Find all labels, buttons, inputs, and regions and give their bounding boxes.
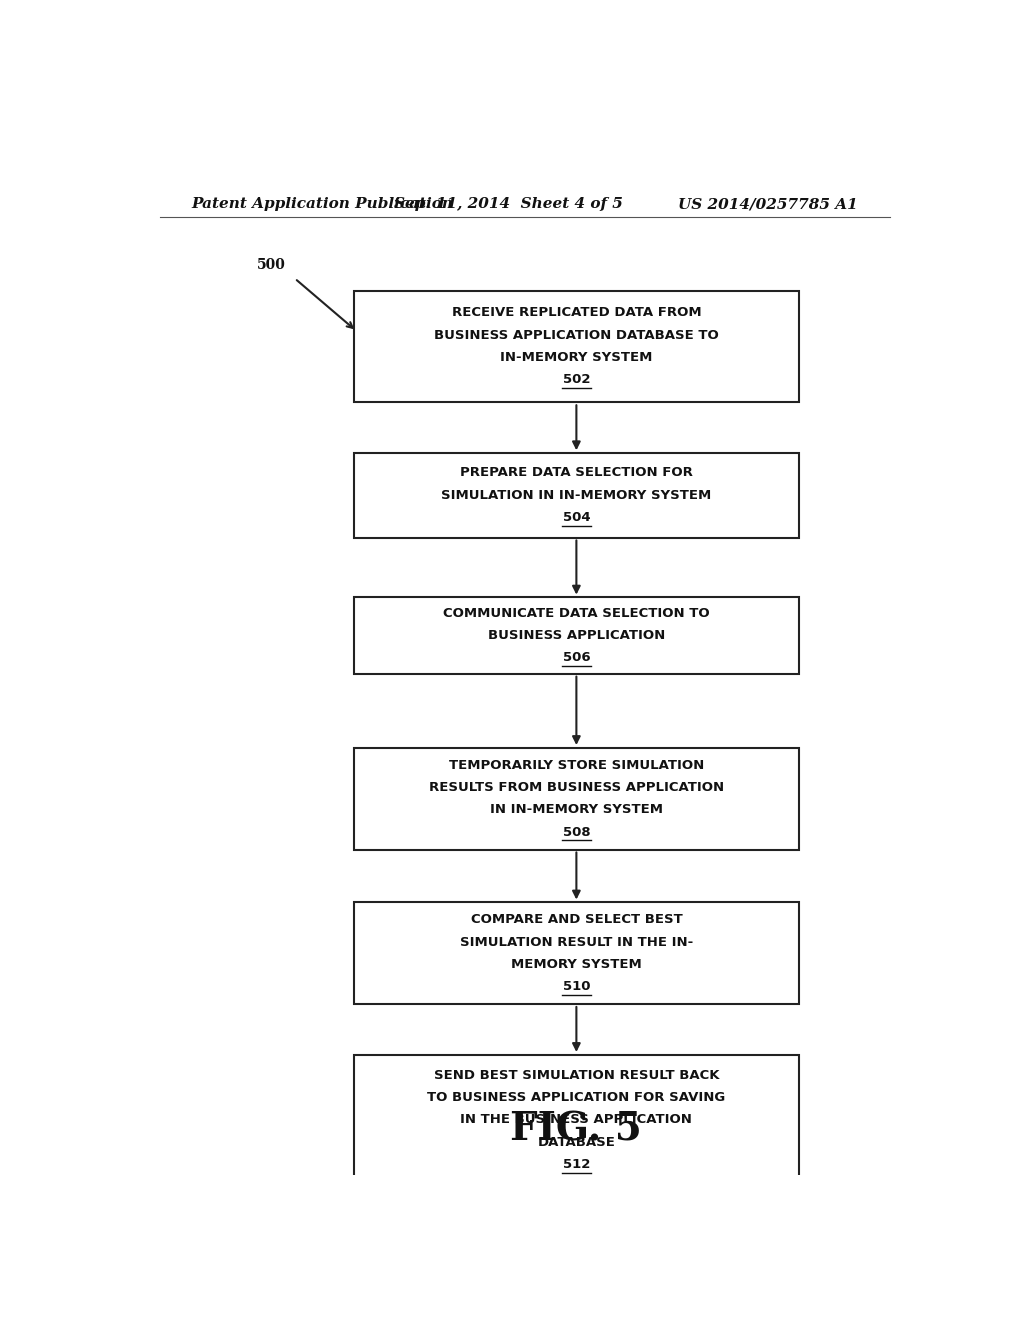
Text: IN-MEMORY SYSTEM: IN-MEMORY SYSTEM [500,351,652,364]
Text: RESULTS FROM BUSINESS APPLICATION: RESULTS FROM BUSINESS APPLICATION [429,781,724,795]
Text: COMMUNICATE DATA SELECTION TO: COMMUNICATE DATA SELECTION TO [443,607,710,619]
Text: SEND BEST SIMULATION RESULT BACK: SEND BEST SIMULATION RESULT BACK [433,1069,719,1081]
Text: 510: 510 [562,981,590,993]
Text: SIMULATION RESULT IN THE IN-: SIMULATION RESULT IN THE IN- [460,936,693,949]
Text: MEMORY SYSTEM: MEMORY SYSTEM [511,958,642,972]
Text: FIG. 5: FIG. 5 [510,1110,642,1148]
Text: TO BUSINESS APPLICATION FOR SAVING: TO BUSINESS APPLICATION FOR SAVING [427,1092,726,1104]
Text: IN THE BUSINESS APPLICATION: IN THE BUSINESS APPLICATION [461,1113,692,1126]
Bar [354,748,799,850]
Text: RECEIVE REPLICATED DATA FROM: RECEIVE REPLICATED DATA FROM [452,306,701,319]
Text: 512: 512 [563,1158,590,1171]
Bar [354,598,799,673]
Text: DATABASE: DATABASE [538,1135,615,1148]
Text: TEMPORARILY STORE SIMULATION: TEMPORARILY STORE SIMULATION [449,759,705,772]
Text: BUSINESS APPLICATION: BUSINESS APPLICATION [487,630,665,642]
Text: IN IN-MEMORY SYSTEM: IN IN-MEMORY SYSTEM [489,804,663,816]
Bar [354,290,799,403]
Text: COMPARE AND SELECT BEST: COMPARE AND SELECT BEST [470,913,682,927]
Text: 504: 504 [562,511,590,524]
Text: 506: 506 [562,652,590,664]
Text: SIMULATION IN IN-MEMORY SYSTEM: SIMULATION IN IN-MEMORY SYSTEM [441,488,712,502]
Text: 508: 508 [562,826,590,838]
Bar [354,1055,799,1185]
Bar [354,903,799,1005]
Text: 500: 500 [257,259,287,272]
Bar [354,453,799,537]
Text: 502: 502 [562,374,590,387]
Text: US 2014/0257785 A1: US 2014/0257785 A1 [678,197,858,211]
Text: Patent Application Publication: Patent Application Publication [191,197,454,211]
Text: Sep. 11, 2014  Sheet 4 of 5: Sep. 11, 2014 Sheet 4 of 5 [394,197,624,211]
Text: BUSINESS APPLICATION DATABASE TO: BUSINESS APPLICATION DATABASE TO [434,329,719,342]
Text: PREPARE DATA SELECTION FOR: PREPARE DATA SELECTION FOR [460,466,693,479]
